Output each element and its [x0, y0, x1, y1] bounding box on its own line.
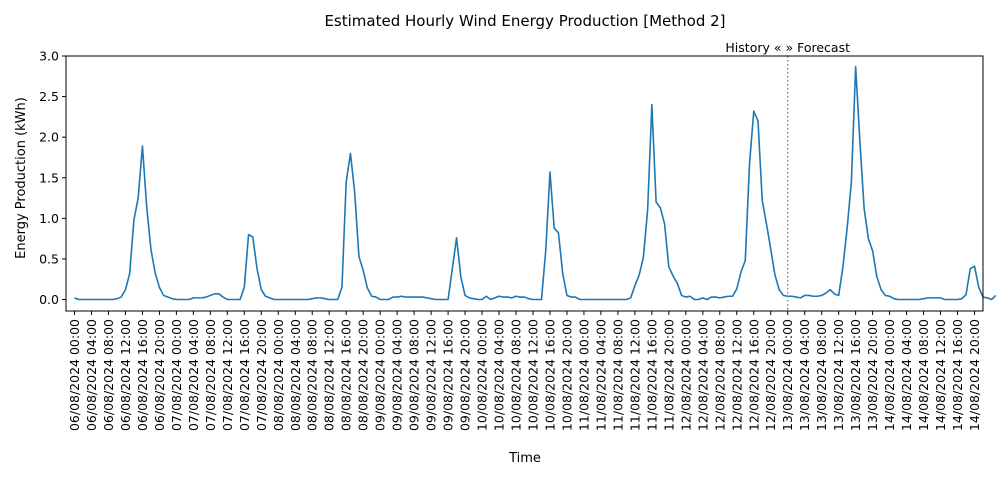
x-tick-label: 14/08/2024 12:00: [933, 319, 948, 431]
x-tick-label: 07/08/2024 12:00: [220, 319, 235, 431]
axes-frame: [65, 55, 984, 312]
y-tick-label: 2.5: [39, 89, 59, 104]
x-tick-label: 11/08/2024 12:00: [627, 319, 642, 431]
x-tick-label: 08/08/2024 04:00: [288, 319, 303, 431]
chart-title: Estimated Hourly Wind Energy Production …: [324, 12, 725, 30]
x-tick-label: 10/08/2024 00:00: [475, 319, 490, 431]
x-tick-label: 06/08/2024 04:00: [84, 319, 99, 431]
x-tick-label: 11/08/2024 20:00: [661, 319, 676, 431]
x-tick-label: 10/08/2024 08:00: [509, 319, 524, 431]
x-tick-label: 13/08/2024 04:00: [797, 319, 812, 431]
x-tick-label: 09/08/2024 12:00: [424, 319, 439, 431]
x-tick-label: 12/08/2024 12:00: [729, 319, 744, 431]
x-tick-label: 09/08/2024 20:00: [458, 319, 473, 431]
x-tick-label: 13/08/2024 20:00: [865, 319, 880, 431]
x-tick-label: 12/08/2024 00:00: [678, 319, 693, 431]
x-tick-label: 07/08/2024 00:00: [169, 319, 184, 431]
y-axis-label: Energy Production (kWh): [14, 97, 29, 259]
x-axis-label: Time: [508, 451, 541, 466]
x-tick-label: 13/08/2024 00:00: [780, 319, 795, 431]
x-tick-label: 12/08/2024 16:00: [746, 319, 761, 431]
x-tick-label: 11/08/2024 16:00: [644, 319, 659, 431]
x-tick-label: 14/08/2024 04:00: [899, 319, 914, 431]
x-tick-label: 06/08/2024 20:00: [152, 319, 167, 431]
plot-area: History « » Forecast 0.0 0.5 1.0 1.5 2.0 2.5 3.…: [39, 40, 997, 431]
x-tick-label: 06/08/2024 08:00: [101, 319, 116, 431]
y-tick-label: 0.5: [39, 251, 59, 266]
x-tick-label: 12/08/2024 08:00: [712, 319, 727, 431]
x-tick-label: 11/08/2024 04:00: [593, 319, 608, 431]
x-tick-label: 06/08/2024 00:00: [67, 319, 82, 431]
x-tick-label: 13/08/2024 16:00: [848, 319, 863, 431]
x-tick-label: 07/08/2024 04:00: [186, 319, 201, 431]
x-tick-label: 12/08/2024 20:00: [763, 319, 778, 431]
x-tick-label: 09/08/2024 08:00: [407, 319, 422, 431]
x-tick-label: 06/08/2024 16:00: [135, 319, 150, 431]
x-tick-label: 13/08/2024 12:00: [831, 319, 846, 431]
x-tick-label: 09/08/2024 16:00: [441, 319, 456, 431]
x-tick-label: 11/08/2024 08:00: [610, 319, 625, 431]
history-forecast-annotation: History « » Forecast: [725, 40, 850, 55]
x-tick-label: 09/08/2024 00:00: [373, 319, 388, 431]
x-tick-label: 14/08/2024 08:00: [916, 319, 931, 431]
x-tick-label: 08/08/2024 08:00: [305, 319, 320, 431]
x-tick-label: 06/08/2024 12:00: [118, 319, 133, 431]
x-tick-label: 11/08/2024 00:00: [576, 319, 591, 431]
x-tick-label: 08/08/2024 00:00: [271, 319, 286, 431]
x-tick-label: 08/08/2024 12:00: [322, 319, 337, 431]
x-tick-label: 10/08/2024 16:00: [542, 319, 557, 431]
x-tick-label: 08/08/2024 16:00: [339, 319, 354, 431]
x-tick-label: 07/08/2024 08:00: [203, 319, 218, 431]
y-tick-label: 2.0: [39, 130, 59, 145]
x-tick-label: 10/08/2024 20:00: [559, 319, 574, 431]
x-tick-label: 14/08/2024 20:00: [967, 319, 982, 431]
x-tick-label: 14/08/2024 00:00: [882, 319, 897, 431]
y-tick-label: 1.0: [39, 211, 59, 226]
y-tick-label: 3.0: [39, 49, 59, 64]
x-tick-label: 08/08/2024 20:00: [356, 319, 371, 431]
x-tick-label: 12/08/2024 04:00: [695, 319, 710, 431]
x-tick-label: 07/08/2024 16:00: [237, 319, 252, 431]
x-tick-label: 10/08/2024 12:00: [525, 319, 540, 431]
x-tick-label: 14/08/2024 16:00: [950, 319, 965, 431]
x-tick-label: 10/08/2024 04:00: [492, 319, 507, 431]
y-tick-label: 1.5: [39, 170, 59, 185]
y-tick-label: 0.0: [39, 292, 59, 307]
x-tick-label: 13/08/2024 08:00: [814, 319, 829, 431]
x-tick-label: 07/08/2024 20:00: [254, 319, 269, 431]
series-line: [74, 65, 997, 301]
x-tick-label: 09/08/2024 04:00: [390, 319, 405, 431]
